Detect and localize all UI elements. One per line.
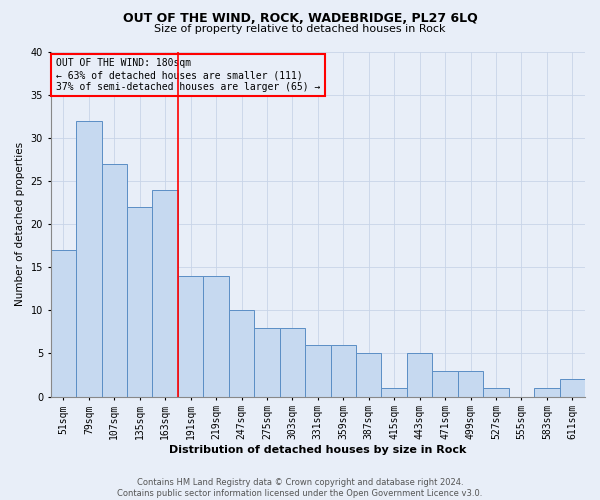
- Bar: [178, 276, 203, 396]
- Bar: [254, 328, 280, 396]
- Bar: [382, 388, 407, 396]
- Bar: [101, 164, 127, 396]
- Bar: [280, 328, 305, 396]
- Text: Contains HM Land Registry data © Crown copyright and database right 2024.
Contai: Contains HM Land Registry data © Crown c…: [118, 478, 482, 498]
- Bar: [127, 207, 152, 396]
- Text: Size of property relative to detached houses in Rock: Size of property relative to detached ho…: [154, 24, 446, 34]
- Bar: [433, 370, 458, 396]
- Text: OUT OF THE WIND: 180sqm
← 63% of detached houses are smaller (111)
37% of semi-d: OUT OF THE WIND: 180sqm ← 63% of detache…: [56, 58, 320, 92]
- Bar: [305, 345, 331, 397]
- Bar: [203, 276, 229, 396]
- Bar: [229, 310, 254, 396]
- Y-axis label: Number of detached properties: Number of detached properties: [15, 142, 25, 306]
- Bar: [458, 370, 483, 396]
- Bar: [483, 388, 509, 396]
- Text: OUT OF THE WIND, ROCK, WADEBRIDGE, PL27 6LQ: OUT OF THE WIND, ROCK, WADEBRIDGE, PL27 …: [122, 12, 478, 26]
- Bar: [76, 120, 101, 396]
- Bar: [50, 250, 76, 396]
- Bar: [356, 354, 382, 397]
- Bar: [534, 388, 560, 396]
- Bar: [331, 345, 356, 397]
- X-axis label: Distribution of detached houses by size in Rock: Distribution of detached houses by size …: [169, 445, 467, 455]
- Bar: [152, 190, 178, 396]
- Bar: [407, 354, 433, 397]
- Bar: [560, 380, 585, 396]
